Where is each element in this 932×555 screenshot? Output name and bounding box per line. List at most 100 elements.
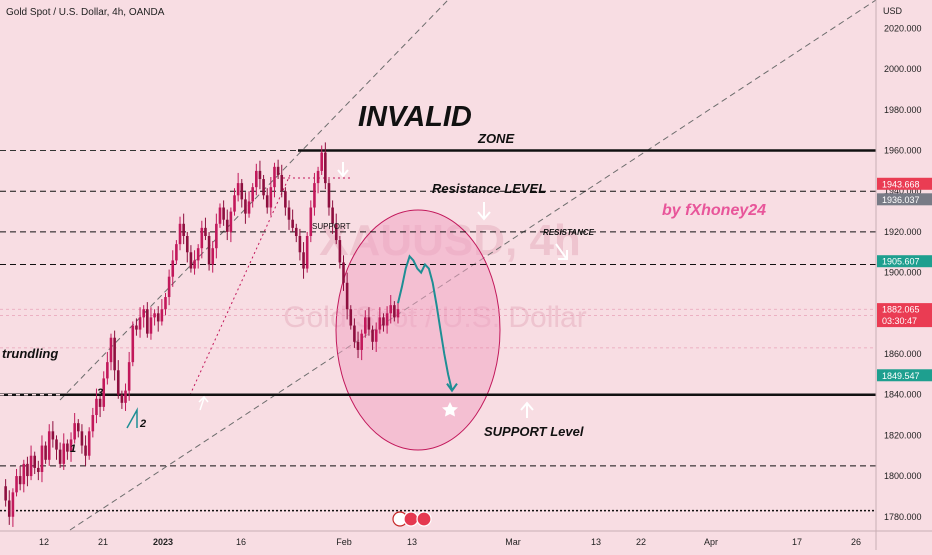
flag-icon[interactable] xyxy=(417,512,431,526)
candle-body xyxy=(142,309,145,317)
invalid-label: INVALID xyxy=(358,101,472,133)
candle-body xyxy=(386,313,389,325)
time-tick-label: 26 xyxy=(851,537,861,547)
candle-body xyxy=(306,236,309,269)
candle-body xyxy=(33,456,36,468)
trendline-label: trundling xyxy=(2,346,58,361)
candle-body xyxy=(255,171,258,187)
candle-body xyxy=(277,167,280,175)
candle-body xyxy=(182,224,185,236)
candle-body xyxy=(15,476,18,492)
candle-body xyxy=(84,446,87,456)
candle-body xyxy=(30,456,33,476)
price-tick-label: 1920.000 xyxy=(884,227,922,237)
candle-body xyxy=(164,297,167,309)
time-tick-label: Apr xyxy=(704,537,718,547)
candle-body xyxy=(88,431,91,455)
candle-body xyxy=(121,395,124,403)
chart-title: Gold Spot / U.S. Dollar, 4h, OANDA xyxy=(6,7,165,18)
candle-body xyxy=(110,338,113,362)
candle-body xyxy=(324,153,327,184)
candle-body xyxy=(26,464,29,476)
candle-body xyxy=(92,415,95,431)
candle-body xyxy=(41,446,44,472)
price-tag-value: 1943.668 xyxy=(882,179,920,189)
candle-body xyxy=(8,500,11,516)
candle-body xyxy=(66,444,69,452)
time-tick-label: 2023 xyxy=(153,537,173,547)
candle-body xyxy=(233,195,236,211)
candle-body xyxy=(328,183,331,207)
price-tick-label: 2020.000 xyxy=(884,23,922,33)
wave-2-label: 2 xyxy=(139,418,146,430)
candle-body xyxy=(211,248,214,264)
candle-body xyxy=(226,220,229,232)
candle-body xyxy=(44,446,47,460)
candle-body xyxy=(201,228,204,248)
candle-body xyxy=(262,179,265,195)
candle-body xyxy=(364,317,367,333)
candle-body xyxy=(95,399,98,415)
candle-body xyxy=(77,423,80,431)
candle-body xyxy=(357,342,360,350)
candle-body xyxy=(186,236,189,252)
time-tick-label: 17 xyxy=(792,537,802,547)
price-tag-value: 1882.065 xyxy=(882,305,920,315)
price-tick-label: 1840.000 xyxy=(884,390,922,400)
time-tick-label: Feb xyxy=(336,537,352,547)
support-level-label: SUPPORT Level xyxy=(484,424,584,439)
wave-1-label: 1 xyxy=(70,443,76,455)
currency-label: USD xyxy=(883,6,903,16)
author-label: by fXhoney24 xyxy=(662,202,766,219)
candle-body xyxy=(73,423,76,439)
candle-body xyxy=(397,309,400,317)
support-small-label: SUPPORT xyxy=(312,222,351,231)
candle-body xyxy=(353,326,356,342)
candle-body xyxy=(251,187,254,201)
time-tick-label: 13 xyxy=(407,537,417,547)
candle-body xyxy=(393,305,396,317)
candle-body xyxy=(368,317,371,329)
time-tick-label: 16 xyxy=(236,537,246,547)
candle-body xyxy=(150,317,153,333)
candle-body xyxy=(153,313,156,317)
time-tick-label: Mar xyxy=(505,537,521,547)
candle-body xyxy=(288,208,291,220)
price-tick-label: 1980.000 xyxy=(884,105,922,115)
candle-body xyxy=(371,330,374,342)
events-icons[interactable] xyxy=(393,512,431,526)
candle-body xyxy=(157,313,160,321)
flag-icon[interactable] xyxy=(404,512,418,526)
price-tag-value: 1936.037 xyxy=(882,195,920,205)
candle-body xyxy=(4,486,7,500)
candle-body xyxy=(99,399,102,407)
candle-body xyxy=(12,492,15,516)
candle-body xyxy=(193,260,196,268)
candle-body xyxy=(190,252,193,268)
time-tick-label: 12 xyxy=(39,537,49,547)
candle-body xyxy=(280,175,283,191)
candle-body xyxy=(113,338,116,371)
candle-body xyxy=(135,326,138,330)
candle-body xyxy=(375,330,378,342)
candle-body xyxy=(230,212,233,232)
candle-body xyxy=(219,208,222,224)
candle-body xyxy=(270,187,273,207)
candle-body xyxy=(244,199,247,213)
time-tick-label: 13 xyxy=(591,537,601,547)
time-tick-label: 22 xyxy=(636,537,646,547)
candle-body xyxy=(259,171,262,179)
candle-body xyxy=(204,228,207,236)
price-tick-label: 1820.000 xyxy=(884,430,922,440)
price-tick-label: 1960.000 xyxy=(884,146,922,156)
candle-body xyxy=(171,260,174,276)
candle-body xyxy=(131,326,134,363)
candle-body xyxy=(197,248,200,260)
candle-body xyxy=(48,431,51,459)
candle-body xyxy=(342,262,345,282)
candle-body xyxy=(106,362,109,378)
candle-body xyxy=(179,224,182,244)
candle-body xyxy=(52,431,55,439)
candle-body xyxy=(81,431,84,445)
